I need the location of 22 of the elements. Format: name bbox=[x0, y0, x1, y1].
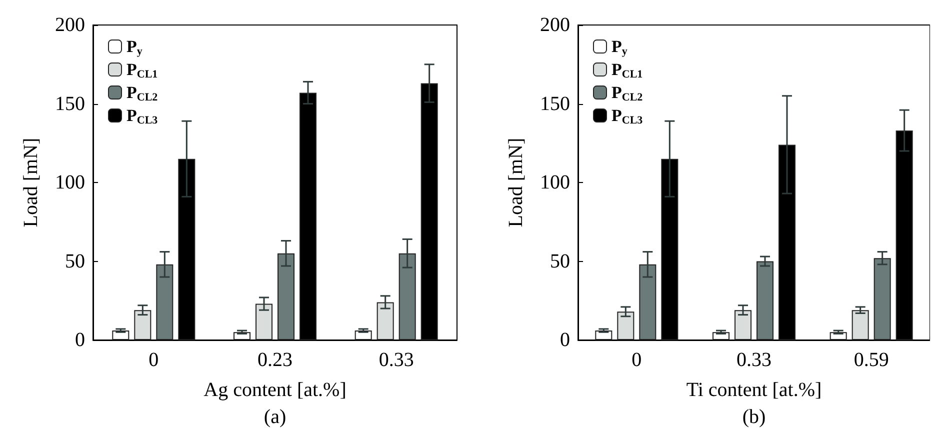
y-tick-label: 50 bbox=[65, 250, 85, 272]
y-tick-label: 50 bbox=[550, 250, 570, 272]
text: (a) bbox=[264, 406, 286, 428]
y-axis-title: Load [mN] bbox=[20, 138, 42, 228]
y-tick-label: 100 bbox=[55, 172, 85, 194]
y-tick-label: 0 bbox=[75, 329, 85, 351]
y-tick-label: 0 bbox=[560, 329, 570, 351]
x-tick-label: 0.33 bbox=[736, 349, 772, 371]
y-tick-label: 200 bbox=[55, 14, 85, 36]
y-tick-label: 150 bbox=[55, 92, 85, 115]
y-tick-label: 200 bbox=[540, 14, 570, 36]
y-axis-title: Load [mN] bbox=[505, 138, 527, 228]
x-axis-title: Ti content [at.%] bbox=[686, 379, 822, 401]
x-tick-label: 0.59 bbox=[854, 349, 889, 371]
x-tick-label: 0 bbox=[148, 349, 159, 371]
x-axis-title: Ag content [at.%] bbox=[204, 379, 346, 401]
text: (b) bbox=[742, 406, 766, 428]
y-tick-label: 150 bbox=[540, 92, 570, 115]
x-tick-label: 0 bbox=[632, 349, 642, 371]
x-tick-label: 0.33 bbox=[378, 349, 414, 371]
x-tick-label: 0.23 bbox=[258, 349, 292, 371]
y-tick-label: 100 bbox=[540, 172, 570, 194]
